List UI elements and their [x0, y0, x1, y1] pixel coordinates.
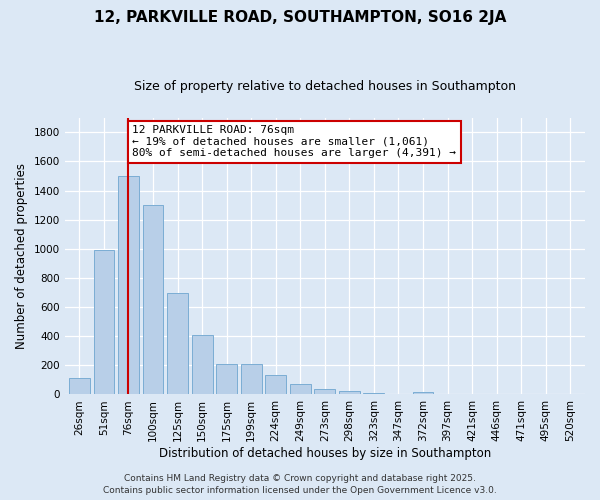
Bar	[413, 392, 433, 394]
Y-axis label: Number of detached properties: Number of detached properties	[15, 163, 28, 349]
Bar	[69, 378, 90, 394]
Bar	[339, 391, 360, 394]
Bar	[167, 292, 188, 394]
Text: 12, PARKVILLE ROAD, SOUTHAMPTON, SO16 2JA: 12, PARKVILLE ROAD, SOUTHAMPTON, SO16 2J…	[94, 10, 506, 25]
Title: Size of property relative to detached houses in Southampton: Size of property relative to detached ho…	[134, 80, 516, 93]
Bar	[191, 335, 212, 394]
X-axis label: Distribution of detached houses by size in Southampton: Distribution of detached houses by size …	[159, 447, 491, 460]
Bar	[290, 384, 311, 394]
Bar	[94, 250, 115, 394]
Bar	[241, 364, 262, 394]
Bar	[216, 364, 237, 394]
Bar	[364, 393, 385, 394]
Text: 12 PARKVILLE ROAD: 76sqm
← 19% of detached houses are smaller (1,061)
80% of sem: 12 PARKVILLE ROAD: 76sqm ← 19% of detach…	[132, 125, 456, 158]
Text: Contains HM Land Registry data © Crown copyright and database right 2025.
Contai: Contains HM Land Registry data © Crown c…	[103, 474, 497, 495]
Bar	[265, 375, 286, 394]
Bar	[143, 205, 163, 394]
Bar	[118, 176, 139, 394]
Bar	[314, 388, 335, 394]
